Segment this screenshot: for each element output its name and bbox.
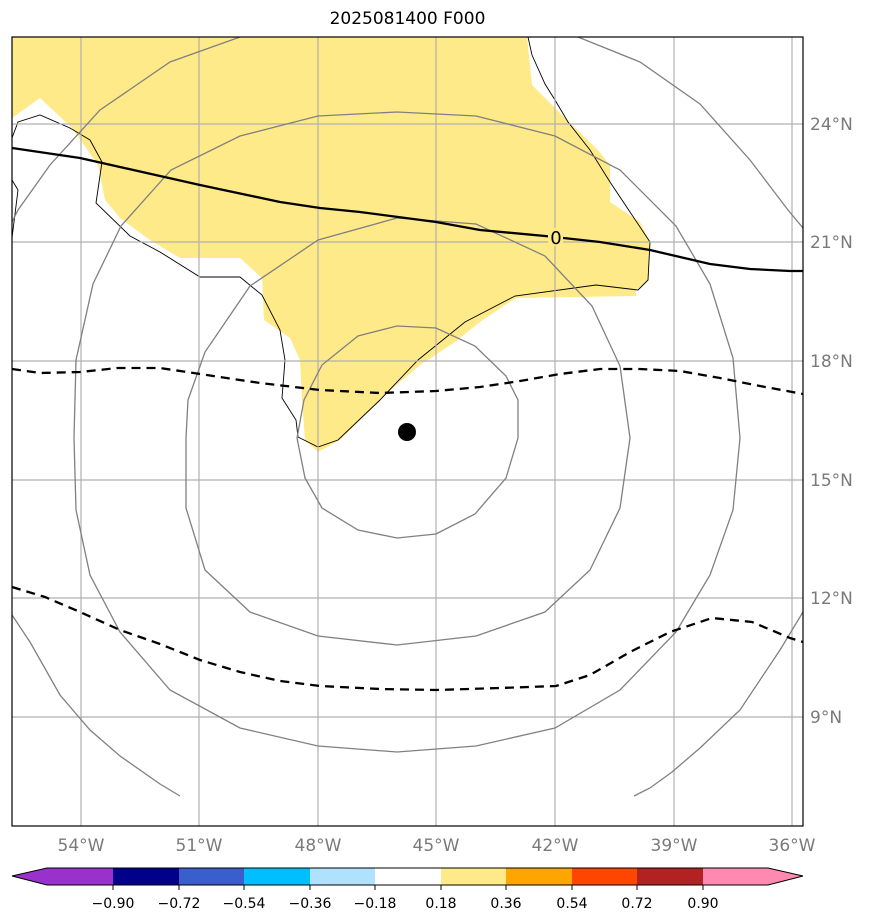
dashed-contours xyxy=(12,366,803,692)
colorbar-label: 0.72 xyxy=(621,896,652,912)
positive-anomaly-shading xyxy=(12,37,650,452)
lat-label: 24°N xyxy=(810,115,853,135)
colorbar-label: 0.90 xyxy=(687,896,718,912)
range-rings xyxy=(12,37,803,797)
map-title: 2025081400 F000 xyxy=(329,9,486,29)
colorbar: −0.90 −0.72 −0.54 −0.36 −0.18 0.18 0.36 … xyxy=(11,867,804,912)
colorbar-swatch xyxy=(244,868,310,885)
lon-label: 39°W xyxy=(651,836,698,856)
map-frame xyxy=(11,36,804,827)
colorbar-label: 0.36 xyxy=(490,896,521,912)
colorbar-swatch xyxy=(703,868,803,885)
colorbar-swatch xyxy=(179,868,244,885)
graticule xyxy=(12,37,803,826)
colorbar-label: −0.36 xyxy=(289,896,332,912)
colorbar-swatch xyxy=(375,868,441,885)
colorbar-label: 0.18 xyxy=(425,896,456,912)
lat-label: 15°N xyxy=(810,471,853,491)
lat-label: 9°N xyxy=(810,708,842,728)
lat-label: 21°N xyxy=(810,233,853,253)
lon-label: 48°W xyxy=(295,836,342,856)
lat-label: 18°N xyxy=(810,352,853,372)
colorbar-swatch xyxy=(113,868,179,885)
colorbar-swatch xyxy=(572,868,637,885)
lon-label: 54°W xyxy=(58,836,105,856)
colorbar-label: −0.90 xyxy=(92,896,135,912)
map-panel: 0 xyxy=(12,37,803,826)
lon-label: 36°W xyxy=(769,836,816,856)
colorbar-label: −0.72 xyxy=(158,896,201,912)
lat-label: 12°N xyxy=(810,589,853,609)
colorbar-swatch xyxy=(506,868,572,885)
storm-center-marker xyxy=(398,423,416,441)
lon-label: 45°W xyxy=(413,836,460,856)
colorbar-swatch xyxy=(441,868,506,885)
colorbar-swatch xyxy=(637,868,703,885)
lon-label: 42°W xyxy=(532,836,579,856)
colorbar-swatch xyxy=(12,868,113,885)
colorbar-label: −0.18 xyxy=(354,896,397,912)
lon-label: 51°W xyxy=(176,836,223,856)
colorbar-swatch xyxy=(310,868,375,885)
latitude-labels: 9°N 12°N 15°N 18°N 21°N 24°N xyxy=(810,115,853,728)
zero-contour-line xyxy=(12,146,803,273)
contour-label: 0 xyxy=(550,228,561,249)
colorbar-label: 0.54 xyxy=(556,896,587,912)
colorbar-label: −0.54 xyxy=(223,896,266,912)
longitude-labels: 54°W 51°W 48°W 45°W 42°W 39°W 36°W xyxy=(58,836,816,856)
